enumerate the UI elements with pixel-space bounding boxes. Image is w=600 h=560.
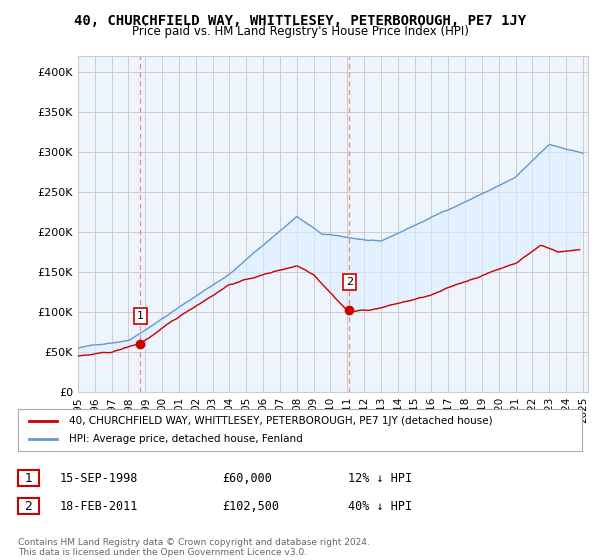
Text: 40, CHURCHFIELD WAY, WHITTLESEY, PETERBOROUGH, PE7 1JY: 40, CHURCHFIELD WAY, WHITTLESEY, PETERBO…	[74, 14, 526, 28]
Text: 2: 2	[25, 500, 32, 513]
Text: Contains HM Land Registry data © Crown copyright and database right 2024.
This d: Contains HM Land Registry data © Crown c…	[18, 538, 370, 557]
Text: Price paid vs. HM Land Registry's House Price Index (HPI): Price paid vs. HM Land Registry's House …	[131, 25, 469, 38]
Text: 1: 1	[137, 311, 144, 321]
Text: 40% ↓ HPI: 40% ↓ HPI	[348, 500, 412, 514]
Text: £102,500: £102,500	[222, 500, 279, 514]
Text: HPI: Average price, detached house, Fenland: HPI: Average price, detached house, Fenl…	[69, 434, 302, 444]
Text: 1: 1	[25, 472, 32, 485]
Text: £60,000: £60,000	[222, 472, 272, 486]
Text: 18-FEB-2011: 18-FEB-2011	[60, 500, 139, 514]
Text: 2: 2	[346, 277, 353, 287]
Text: 15-SEP-1998: 15-SEP-1998	[60, 472, 139, 486]
Text: 40, CHURCHFIELD WAY, WHITTLESEY, PETERBOROUGH, PE7 1JY (detached house): 40, CHURCHFIELD WAY, WHITTLESEY, PETERBO…	[69, 416, 493, 426]
Text: 12% ↓ HPI: 12% ↓ HPI	[348, 472, 412, 486]
